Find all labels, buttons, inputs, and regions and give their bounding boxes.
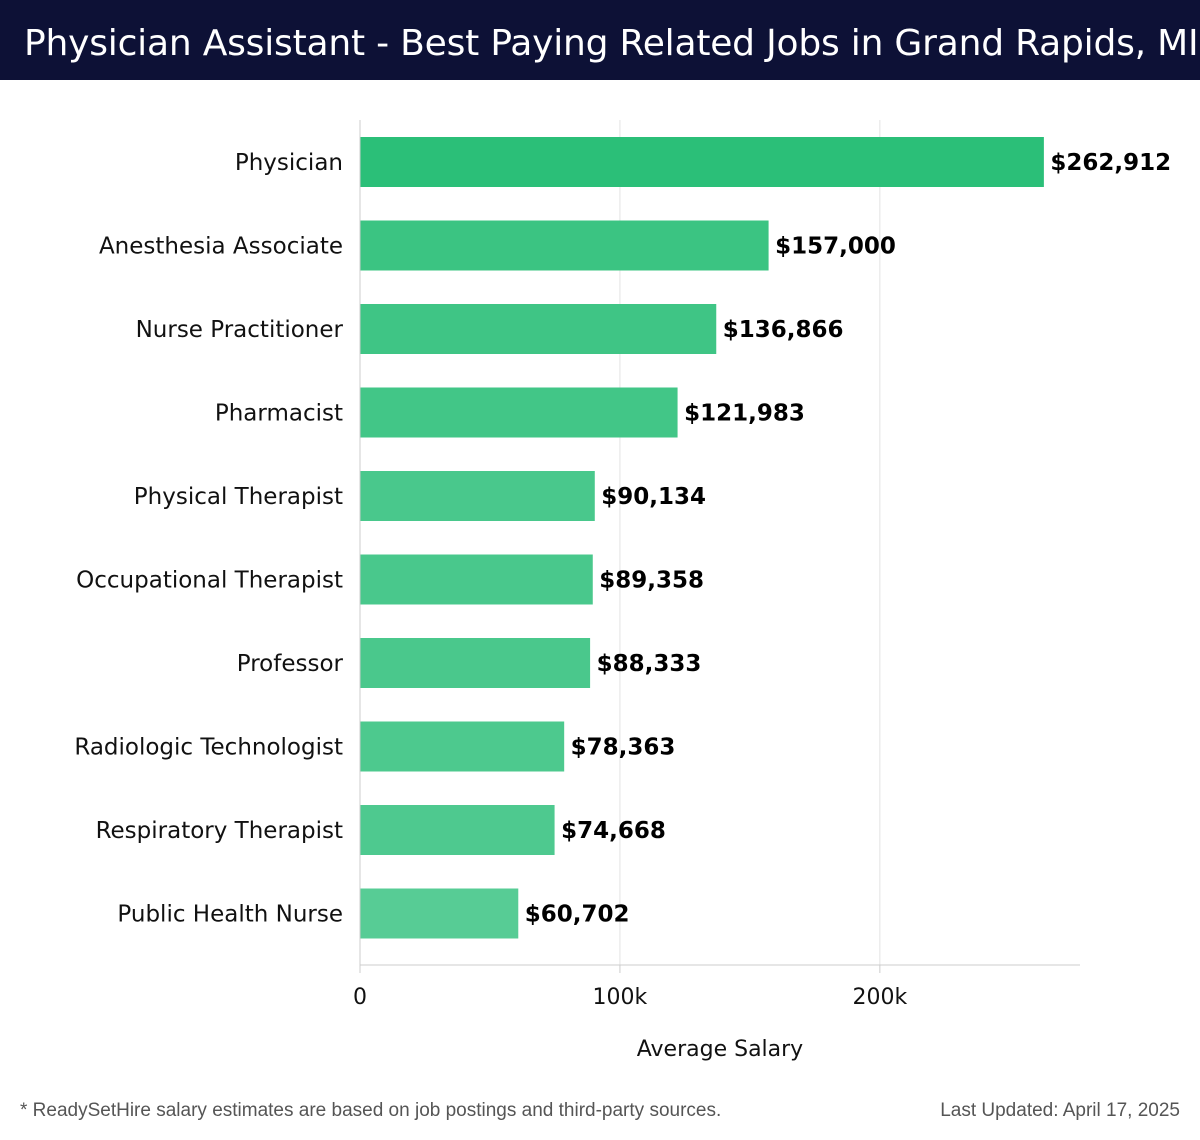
category-label: Radiologic Technologist <box>74 735 343 761</box>
bar <box>360 805 555 855</box>
category-label: Physician <box>235 150 343 176</box>
value-label: $136,866 <box>723 317 844 343</box>
value-label: $89,358 <box>599 568 704 594</box>
value-label: $121,983 <box>684 401 805 427</box>
value-label: $78,363 <box>571 735 676 761</box>
category-label: Public Health Nurse <box>117 902 343 928</box>
x-tick-label: 200k <box>852 985 907 1010</box>
category-label: Nurse Practitioner <box>136 317 344 343</box>
footnote: * ReadySetHire salary estimates are base… <box>20 1100 722 1121</box>
x-axis-label: Average Salary <box>637 1037 803 1062</box>
bar <box>360 304 717 354</box>
value-label: $262,912 <box>1050 150 1171 176</box>
bar <box>360 721 565 772</box>
bar <box>360 220 769 271</box>
category-label: Pharmacist <box>215 401 343 427</box>
value-label: $88,333 <box>597 651 702 677</box>
last-updated: Last Updated: April 17, 2025 <box>940 1100 1180 1121</box>
bar <box>360 638 591 688</box>
value-label: $90,134 <box>601 484 706 510</box>
bar <box>360 471 595 521</box>
bar <box>360 554 593 605</box>
bar <box>360 387 678 438</box>
chart-title: Physician Assistant - Best Paying Relate… <box>24 23 1199 64</box>
category-label: Occupational Therapist <box>76 568 343 594</box>
category-label: Anesthesia Associate <box>99 234 343 260</box>
value-label: $157,000 <box>775 234 896 260</box>
bar <box>360 888 519 939</box>
x-tick-label: 0 <box>353 985 367 1010</box>
category-label: Respiratory Therapist <box>96 818 343 844</box>
chart-header: Physician Assistant - Best Paying Relate… <box>0 0 1200 80</box>
bar <box>360 137 1044 187</box>
category-label: Professor <box>237 651 344 677</box>
value-label: $74,668 <box>561 818 666 844</box>
x-tick-label: 100k <box>593 985 648 1010</box>
category-label: Physical Therapist <box>134 484 343 510</box>
value-label: $60,702 <box>525 902 630 928</box>
